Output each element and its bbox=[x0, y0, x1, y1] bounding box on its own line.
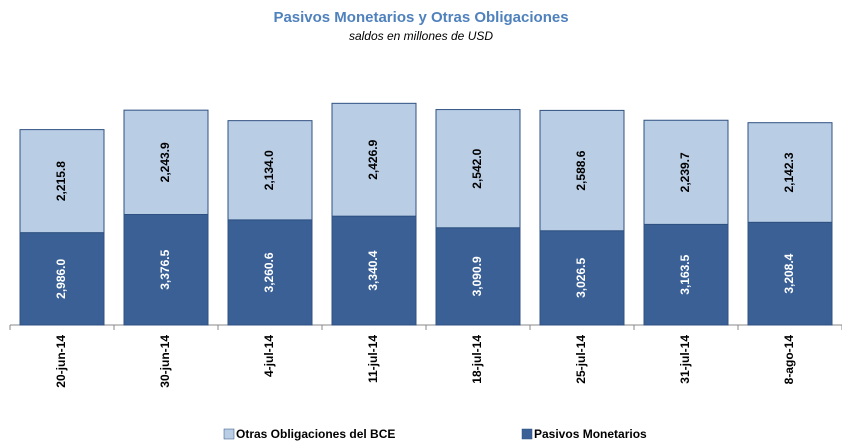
bar-segment bbox=[19, 129, 105, 234]
bar-segment bbox=[19, 232, 105, 326]
bar-segment bbox=[747, 122, 833, 223]
data-label: 2,588.6 bbox=[574, 150, 588, 190]
bar-segment bbox=[123, 109, 209, 215]
data-label: 2,134.0 bbox=[262, 150, 276, 190]
data-label: 3,260.6 bbox=[262, 252, 276, 292]
data-label: 2,243.9 bbox=[158, 142, 172, 182]
data-label: 2,215.8 bbox=[54, 161, 68, 201]
x-tick-label: 30-jun-14 bbox=[158, 335, 172, 388]
legend-swatch bbox=[521, 428, 533, 440]
data-label: 3,340.4 bbox=[366, 250, 380, 290]
x-tick-label: 31-jul-14 bbox=[678, 335, 692, 384]
chart-subtitle: saldos en millones de USD bbox=[349, 29, 493, 43]
x-tick-label: 18-jul-14 bbox=[470, 335, 484, 384]
x-tick-label: 11-jul-14 bbox=[366, 335, 380, 383]
data-label: 2,426.9 bbox=[366, 139, 380, 179]
bar-segment bbox=[539, 109, 625, 232]
x-tick-label: 20-jun-14 bbox=[54, 335, 68, 388]
bar-segment bbox=[435, 227, 521, 326]
bar-segment bbox=[747, 221, 833, 326]
legend-swatch bbox=[223, 428, 235, 440]
data-label: 2,142.3 bbox=[782, 152, 796, 192]
x-tick-label: 25-jul-14 bbox=[574, 335, 588, 384]
legend-label: Otras Obligaciones del BCE bbox=[236, 427, 395, 441]
legend-label: Pasivos Monetarios bbox=[534, 427, 647, 441]
bar-segment bbox=[643, 223, 729, 326]
data-label: 2,986.0 bbox=[54, 258, 68, 298]
bar-segment bbox=[435, 109, 521, 229]
data-label: 2,239.7 bbox=[678, 152, 692, 192]
data-label: 3,026.5 bbox=[574, 258, 588, 298]
x-tick-label: 4-jul-14 bbox=[262, 335, 276, 377]
data-label: 2,542.0 bbox=[470, 148, 484, 188]
chart-title: Pasivos Monetarios y Otras Obligaciones bbox=[273, 9, 568, 26]
data-label: 3,208.4 bbox=[782, 253, 796, 293]
data-label: 3,376.5 bbox=[158, 249, 172, 289]
bar-segment bbox=[123, 213, 209, 326]
bar-segment bbox=[227, 120, 313, 221]
bar-segment bbox=[331, 102, 417, 217]
data-label: 3,090.9 bbox=[470, 256, 484, 296]
bar-segment bbox=[227, 219, 313, 326]
data-label: 3,163.5 bbox=[678, 254, 692, 294]
bar-segment bbox=[643, 119, 729, 225]
x-tick-label: 8-ago-14 bbox=[782, 335, 796, 385]
